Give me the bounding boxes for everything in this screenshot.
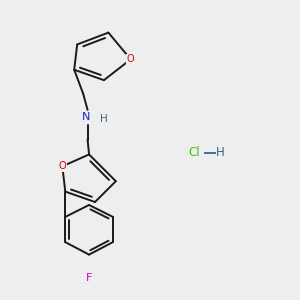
- Text: O: O: [127, 54, 134, 64]
- Text: H: H: [100, 114, 108, 124]
- Text: O: O: [58, 161, 66, 171]
- Text: F: F: [86, 273, 92, 284]
- Text: Cl: Cl: [189, 146, 200, 160]
- Text: N: N: [82, 112, 90, 122]
- Text: H: H: [215, 146, 224, 160]
